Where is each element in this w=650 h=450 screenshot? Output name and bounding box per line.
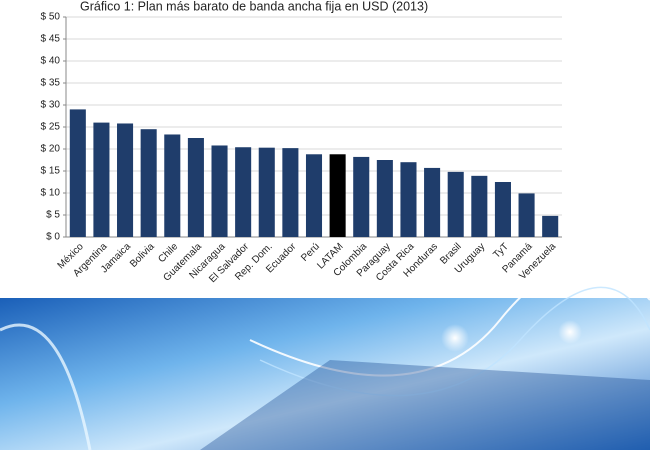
- y-tick-label: $ 10: [41, 188, 61, 199]
- bar: [282, 148, 299, 237]
- y-tick-label: $ 0: [46, 232, 60, 243]
- y-tick-label: $ 50: [41, 12, 61, 23]
- glow: [441, 324, 469, 352]
- bar: [400, 162, 417, 237]
- y-tick-label: $ 15: [41, 166, 61, 177]
- bar: [329, 154, 346, 237]
- y-tick-label: $ 25: [41, 122, 61, 133]
- bar: [542, 215, 559, 237]
- light-streak: [0, 323, 92, 450]
- bar: [235, 147, 252, 237]
- bar: [471, 175, 488, 237]
- bar: [211, 145, 228, 237]
- bar: [117, 123, 134, 237]
- bar: [447, 171, 464, 237]
- bar: [69, 109, 86, 237]
- bar: [140, 129, 157, 237]
- bar: [258, 147, 275, 237]
- x-tick-label: Bolivia: [128, 241, 157, 270]
- y-tick-label: $ 35: [41, 78, 61, 89]
- y-tick-label: $ 45: [41, 34, 61, 45]
- bar: [93, 122, 110, 237]
- bar: [187, 138, 204, 237]
- bar: [353, 156, 370, 237]
- light-streak: [249, 263, 650, 377]
- x-tick-label: TyT: [491, 241, 511, 261]
- bar: [518, 193, 535, 237]
- y-tick-label: $ 5: [46, 210, 60, 221]
- bar: [376, 160, 393, 237]
- glow: [558, 320, 582, 344]
- bar: [424, 167, 441, 237]
- light-streak: [259, 286, 650, 397]
- y-tick-label: $ 40: [41, 56, 61, 67]
- bar: [164, 134, 181, 237]
- bar: [494, 182, 511, 237]
- banner-background: [0, 298, 650, 450]
- chart-title: Gráfico 1: Plan más barato de banda anch…: [80, 0, 428, 13]
- y-tick-label: $ 20: [41, 144, 61, 155]
- y-tick-label: $ 30: [41, 100, 61, 111]
- keyboard-shape: [200, 360, 650, 450]
- decorative-banner: [0, 263, 650, 450]
- bar: [305, 154, 323, 237]
